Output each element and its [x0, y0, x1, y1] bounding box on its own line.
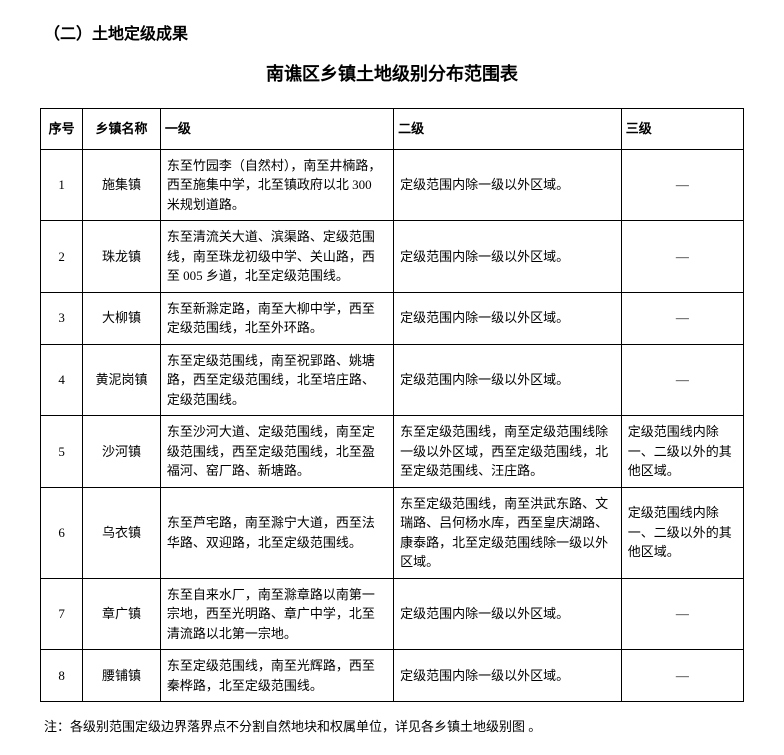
cell-name: 黄泥岗镇 [83, 344, 161, 416]
cell-no: 2 [41, 221, 83, 293]
cell-no: 1 [41, 149, 83, 221]
cell-name: 大柳镇 [83, 292, 161, 344]
cell-no: 3 [41, 292, 83, 344]
cell-level1: 东至定级范围线，南至祝郢路、姚塘路，西至定级范围线，北至培庄路、定级范围线。 [160, 344, 393, 416]
table-row: 1施集镇东至竹园李（自然村），南至井楠路，西至施集中学，北至镇政府以北 300 … [41, 149, 744, 221]
cell-no: 8 [41, 650, 83, 702]
col-header-no: 序号 [41, 109, 83, 150]
cell-name: 乌衣镇 [83, 487, 161, 578]
cell-level1: 东至沙河大道、定级范围线，南至定级范围线，西至定级范围线，北至盈福河、窑厂路、新… [160, 416, 393, 488]
cell-level3: — [621, 650, 743, 702]
cell-level1: 东至竹园李（自然村），南至井楠路，西至施集中学，北至镇政府以北 300 米规划道… [160, 149, 393, 221]
cell-no: 7 [41, 578, 83, 650]
cell-level2: 定级范围内除一级以外区域。 [394, 344, 622, 416]
cell-level1: 东至新滁定路，南至大柳中学，西至定级范围线，北至外环路。 [160, 292, 393, 344]
cell-no: 4 [41, 344, 83, 416]
table-body: 1施集镇东至竹园李（自然村），南至井楠路，西至施集中学，北至镇政府以北 300 … [41, 149, 744, 702]
cell-level1: 东至清流关大道、滨渠路、定级范围线，南至珠龙初级中学、关山路，西至 005 乡道… [160, 221, 393, 293]
cell-name: 沙河镇 [83, 416, 161, 488]
cell-level1: 东至定级范围线，南至光辉路，西至秦桦路，北至定级范围线。 [160, 650, 393, 702]
cell-no: 5 [41, 416, 83, 488]
cell-level2: 定级范围内除一级以外区域。 [394, 149, 622, 221]
cell-no: 6 [41, 487, 83, 578]
table-title: 南谯区乡镇土地级别分布范围表 [40, 60, 744, 86]
table-row: 2珠龙镇东至清流关大道、滨渠路、定级范围线，南至珠龙初级中学、关山路，西至 00… [41, 221, 744, 293]
cell-level3: — [621, 578, 743, 650]
cell-level2: 定级范围内除一级以外区域。 [394, 221, 622, 293]
cell-level3: — [621, 344, 743, 416]
cell-level3: 定级范围线内除一、二级以外的其他区域。 [621, 487, 743, 578]
section-heading: （二）土地定级成果 [44, 20, 744, 44]
cell-level2: 定级范围内除一级以外区域。 [394, 650, 622, 702]
table-row: 3大柳镇东至新滁定路，南至大柳中学，西至定级范围线，北至外环路。定级范围内除一级… [41, 292, 744, 344]
cell-name: 腰铺镇 [83, 650, 161, 702]
cell-level2: 东至定级范围线，南至定级范围线除一级以外区域，西至定级范围线，北至定级范围线、汪… [394, 416, 622, 488]
cell-level2: 东至定级范围线，南至洪武东路、文瑞路、吕何杨水库，西至皇庆湖路、康泰路，北至定级… [394, 487, 622, 578]
table-row: 7章广镇东至自来水厂，南至滁章路以南第一宗地，西至光明路、章广中学，北至清流路以… [41, 578, 744, 650]
table-row: 6乌衣镇东至芦宅路，南至滁宁大道，西至法华路、双迎路，北至定级范围线。东至定级范… [41, 487, 744, 578]
cell-name: 章广镇 [83, 578, 161, 650]
cell-level3: — [621, 292, 743, 344]
cell-level3: — [621, 221, 743, 293]
col-header-level3: 三级 [621, 109, 743, 150]
col-header-level2: 二级 [394, 109, 622, 150]
cell-name: 施集镇 [83, 149, 161, 221]
cell-level3: — [621, 149, 743, 221]
cell-level2: 定级范围内除一级以外区域。 [394, 292, 622, 344]
cell-name: 珠龙镇 [83, 221, 161, 293]
table-row: 4黄泥岗镇东至定级范围线，南至祝郢路、姚塘路，西至定级范围线，北至培庄路、定级范… [41, 344, 744, 416]
cell-level3: 定级范围线内除一、二级以外的其他区域。 [621, 416, 743, 488]
table-header-row: 序号 乡镇名称 一级 二级 三级 [41, 109, 744, 150]
col-header-name: 乡镇名称 [83, 109, 161, 150]
table-row: 8腰铺镇东至定级范围线，南至光辉路，西至秦桦路，北至定级范围线。定级范围内除一级… [41, 650, 744, 702]
land-grade-table: 序号 乡镇名称 一级 二级 三级 1施集镇东至竹园李（自然村），南至井楠路，西至… [40, 108, 744, 702]
col-header-level1: 一级 [160, 109, 393, 150]
table-row: 5沙河镇东至沙河大道、定级范围线，南至定级范围线，西至定级范围线，北至盈福河、窑… [41, 416, 744, 488]
cell-level1: 东至自来水厂，南至滁章路以南第一宗地，西至光明路、章广中学，北至清流路以北第一宗… [160, 578, 393, 650]
cell-level1: 东至芦宅路，南至滁宁大道，西至法华路、双迎路，北至定级范围线。 [160, 487, 393, 578]
footnote: 注：各级别范围定级边界落界点不分割自然地块和权属单位，详见各乡镇土地级别图 。 [44, 716, 744, 735]
cell-level2: 定级范围内除一级以外区域。 [394, 578, 622, 650]
